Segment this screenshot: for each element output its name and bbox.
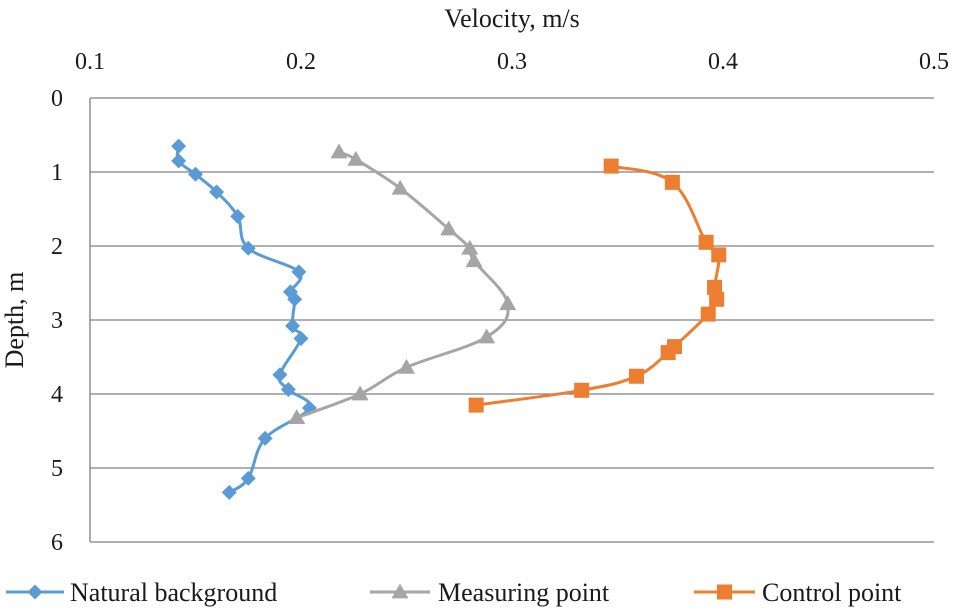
series-natural-background — [171, 138, 317, 500]
x-tick-label: 0.2 — [286, 49, 316, 75]
data-point-measuring-point — [499, 295, 517, 311]
data-point-natural-background — [230, 208, 246, 224]
data-point-control-point — [468, 397, 484, 413]
data-point-control-point — [660, 345, 676, 361]
data-point-natural-background — [257, 430, 273, 446]
data-point-measuring-point — [440, 220, 458, 236]
y-tick-label: 5 — [51, 456, 63, 482]
data-point-control-point — [698, 234, 714, 250]
x-tick-label: 0.5 — [919, 49, 949, 75]
y-axis-title: Depth, m — [0, 272, 29, 369]
data-point-control-point — [700, 306, 716, 322]
y-tick-label: 3 — [51, 308, 63, 334]
x-tick-label: 0.3 — [497, 49, 527, 75]
data-point-measuring-point — [391, 179, 409, 195]
y-tick-label: 6 — [51, 530, 63, 556]
data-point-measuring-point — [347, 150, 365, 166]
legend-marker-natural-background — [27, 584, 43, 600]
data-point-natural-background — [293, 331, 309, 346]
series-line-natural-background — [175, 144, 312, 494]
data-point-control-point — [603, 158, 619, 174]
series-lines — [171, 138, 727, 500]
x-tick-label: 0.1 — [75, 49, 105, 75]
data-point-measuring-point — [465, 252, 483, 268]
legend-item-control-point: Control point — [694, 578, 902, 607]
legend-label-measuring-point: Measuring point — [438, 578, 610, 607]
data-point-control-point — [711, 247, 727, 263]
legend-marker-control-point — [717, 584, 732, 600]
data-point-natural-background — [188, 166, 203, 182]
legend-label-control-point: Control point — [762, 578, 902, 607]
series-measuring-point — [288, 143, 517, 425]
data-point-control-point — [709, 291, 725, 307]
x-tick-label: 0.4 — [708, 49, 738, 75]
x-axis-title: Velocity, m/s — [444, 4, 580, 33]
data-point-natural-background — [272, 367, 288, 383]
data-point-natural-background — [287, 291, 303, 307]
data-point-measuring-point — [398, 358, 415, 374]
data-point-control-point — [628, 368, 644, 384]
data-point-measuring-point — [478, 328, 496, 344]
y-axis-tick-labels: 0 1 2 3 4 5 6 — [51, 86, 63, 556]
data-point-natural-background — [291, 264, 307, 280]
data-point-natural-background — [280, 382, 296, 398]
y-tick-label: 1 — [51, 160, 63, 186]
data-point-measuring-point — [461, 239, 479, 255]
data-point-control-point — [574, 382, 590, 398]
gridlines — [89, 97, 934, 543]
y-tick-label: 2 — [51, 234, 63, 260]
legend-marker-measuring-point — [391, 583, 409, 599]
data-point-natural-background — [171, 138, 187, 154]
series-control-point — [468, 158, 727, 413]
series-line-control-point — [474, 164, 721, 407]
y-tick-label: 4 — [51, 382, 63, 408]
y-tick-label: 0 — [51, 86, 63, 112]
legend-item-measuring-point: Measuring point — [370, 578, 610, 607]
data-point-control-point — [707, 279, 723, 295]
data-point-natural-background — [240, 240, 256, 256]
data-point-natural-background — [171, 153, 187, 169]
data-point-measuring-point — [351, 385, 369, 401]
legend: Natural background Measuring point Control… — [6, 578, 902, 607]
x-axis-tick-labels: 0.1 0.2 0.3 0.4 0.5 — [75, 49, 949, 75]
data-point-measuring-point — [330, 143, 348, 159]
legend-label-natural-background: Natural background — [70, 578, 277, 607]
data-point-natural-background — [285, 318, 301, 334]
data-point-natural-background — [209, 184, 225, 200]
data-point-natural-background — [221, 484, 237, 500]
legend-item-natural-background: Natural background — [6, 578, 277, 607]
data-point-measuring-point — [288, 409, 306, 425]
data-point-natural-background — [240, 470, 256, 486]
data-point-control-point — [664, 174, 680, 190]
